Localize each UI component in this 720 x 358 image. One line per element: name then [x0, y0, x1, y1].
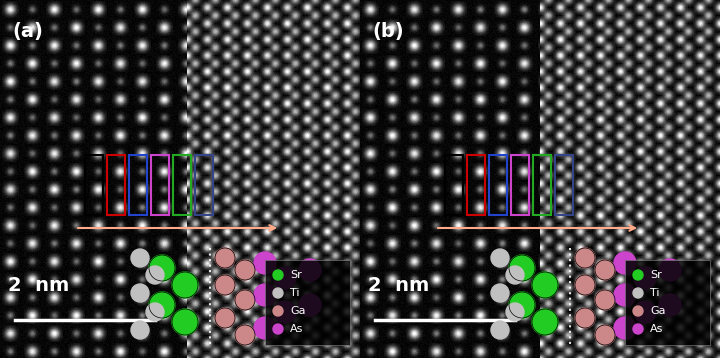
Circle shape — [254, 317, 276, 339]
Circle shape — [215, 275, 235, 295]
Circle shape — [509, 255, 535, 281]
Circle shape — [235, 290, 255, 310]
Circle shape — [595, 260, 615, 280]
Circle shape — [506, 303, 524, 321]
Circle shape — [633, 324, 643, 334]
Circle shape — [659, 294, 681, 316]
Circle shape — [149, 292, 175, 318]
Circle shape — [575, 275, 595, 295]
Circle shape — [633, 288, 643, 298]
Bar — [555, 155, 573, 215]
Circle shape — [506, 266, 524, 284]
Circle shape — [254, 284, 276, 306]
Circle shape — [273, 324, 283, 334]
Circle shape — [299, 259, 321, 281]
Circle shape — [274, 267, 296, 289]
Bar — [173, 155, 191, 215]
Text: Sr: Sr — [650, 270, 662, 280]
Text: Ti: Ti — [290, 288, 300, 298]
Bar — [265, 260, 350, 345]
Bar — [445, 155, 463, 215]
Bar — [489, 155, 507, 215]
Text: (a): (a) — [12, 22, 43, 41]
Text: Ti: Ti — [650, 288, 660, 298]
Circle shape — [634, 267, 656, 289]
Circle shape — [491, 284, 509, 302]
Circle shape — [491, 249, 509, 267]
Circle shape — [131, 284, 149, 302]
Bar — [85, 155, 103, 215]
Text: Ga: Ga — [650, 306, 665, 316]
Bar — [151, 155, 169, 215]
Bar — [533, 155, 551, 215]
Circle shape — [172, 309, 198, 335]
Circle shape — [273, 306, 283, 316]
Circle shape — [131, 249, 149, 267]
Circle shape — [614, 252, 636, 274]
Circle shape — [614, 317, 636, 339]
Text: (b): (b) — [372, 22, 404, 41]
Circle shape — [532, 272, 558, 298]
Circle shape — [614, 284, 636, 306]
Text: Ga: Ga — [290, 306, 305, 316]
Bar — [129, 155, 147, 215]
Circle shape — [215, 248, 235, 268]
Circle shape — [491, 321, 509, 339]
Bar — [107, 155, 125, 215]
Circle shape — [575, 248, 595, 268]
Circle shape — [659, 259, 681, 281]
Circle shape — [532, 309, 558, 335]
Bar — [625, 260, 710, 345]
Circle shape — [215, 308, 235, 328]
Circle shape — [299, 294, 321, 316]
Text: As: As — [650, 324, 663, 334]
Circle shape — [273, 270, 283, 280]
Circle shape — [172, 272, 198, 298]
Circle shape — [254, 252, 276, 274]
Circle shape — [509, 292, 535, 318]
Circle shape — [146, 266, 164, 284]
Text: 2  nm: 2 nm — [368, 276, 429, 295]
Bar — [195, 155, 213, 215]
Circle shape — [235, 260, 255, 280]
Circle shape — [235, 325, 255, 345]
Circle shape — [575, 308, 595, 328]
Text: Sr: Sr — [290, 270, 302, 280]
Circle shape — [595, 290, 615, 310]
Circle shape — [131, 321, 149, 339]
Circle shape — [634, 301, 656, 323]
Circle shape — [149, 255, 175, 281]
Text: 2  nm: 2 nm — [8, 276, 69, 295]
Circle shape — [595, 325, 615, 345]
Circle shape — [633, 270, 643, 280]
Bar — [511, 155, 529, 215]
Circle shape — [274, 301, 296, 323]
Bar — [467, 155, 485, 215]
Text: As: As — [290, 324, 303, 334]
Circle shape — [633, 306, 643, 316]
Circle shape — [146, 303, 164, 321]
Circle shape — [273, 288, 283, 298]
